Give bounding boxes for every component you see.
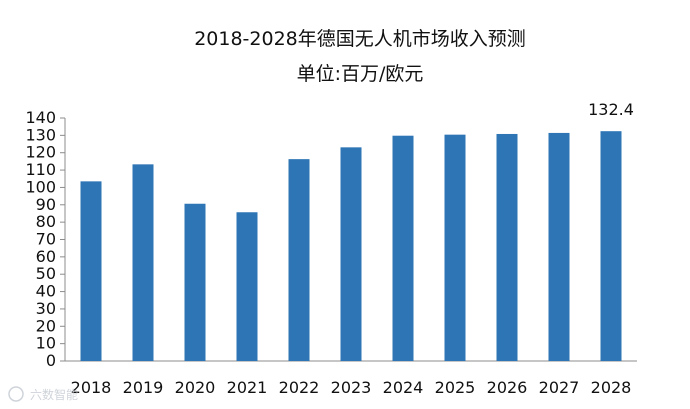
x-tick-label-2022: 2022 <box>279 378 320 397</box>
x-tick-label-2024: 2024 <box>383 378 424 397</box>
bar-2022 <box>288 159 310 361</box>
x-tick-label-2023: 2023 <box>331 378 372 397</box>
bar-2020 <box>184 203 206 361</box>
bars <box>80 131 622 361</box>
watermark: 六数智能 <box>8 386 78 402</box>
x-tick-label-2019: 2019 <box>123 378 164 397</box>
bar-2023 <box>340 147 362 361</box>
y-tick-label: 80 <box>36 212 56 231</box>
y-tick-label: 90 <box>36 195 56 214</box>
y-tick-label: 130 <box>25 125 56 144</box>
y-tick-label: 50 <box>36 264 56 283</box>
y-tick-label: 60 <box>36 247 56 266</box>
y-tick-label: 70 <box>36 230 56 249</box>
chart-title: 2018-2028年德国无人机市场收入预测 <box>194 28 526 50</box>
data-label-2028: 132.4 <box>588 100 634 119</box>
y-tick-label: 100 <box>25 177 56 196</box>
y-tick-label: 40 <box>36 282 56 301</box>
bar-2019 <box>132 164 154 361</box>
y-tick-label: 140 <box>25 108 56 127</box>
bar-2018 <box>80 181 102 361</box>
y-tick-label: 120 <box>25 143 56 162</box>
y-tick-label: 30 <box>36 299 56 318</box>
watermark-text: 六数智能 <box>30 387 78 402</box>
y-tick-label: 110 <box>25 160 56 179</box>
bar-2025 <box>444 134 466 361</box>
x-tick-label-2027: 2027 <box>539 378 580 397</box>
y-tick-label: 10 <box>36 334 56 353</box>
x-tick-label-2028: 2028 <box>591 378 632 397</box>
y-tick-label: 0 <box>46 351 56 370</box>
watermark-logo-icon <box>8 386 24 402</box>
x-tick-label-2025: 2025 <box>435 378 476 397</box>
bar-2021 <box>236 212 258 361</box>
data-labels: 132.4 <box>588 100 634 119</box>
bar-2026 <box>496 133 518 361</box>
x-tick-label-2026: 2026 <box>487 378 528 397</box>
bar-2024 <box>392 135 414 361</box>
bar-2027 <box>548 132 570 361</box>
x-tick-label-2021: 2021 <box>227 378 268 397</box>
x-tick-label-2020: 2020 <box>175 378 216 397</box>
chart-subtitle: 单位:百万/欧元 <box>297 63 424 85</box>
x-tick-label-2018: 2018 <box>71 378 112 397</box>
y-tick-label: 20 <box>36 316 56 335</box>
bar-2028 <box>600 131 622 361</box>
x-axis: 2018 2019 2020 2021 2022 2023 2024 2025 2026 2027… <box>65 360 637 397</box>
